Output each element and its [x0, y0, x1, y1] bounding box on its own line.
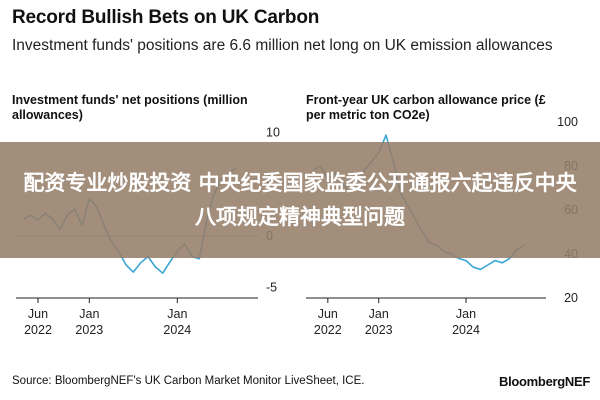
right-panel-title: Front-year UK carbon allowance price (£ …	[306, 93, 546, 122]
chart-subtitle: Investment funds' positions are 6.6 mill…	[12, 37, 553, 54]
right-x-tick-label: Jan 2024	[452, 307, 480, 337]
left-y-tick-label: -5	[266, 281, 277, 295]
left-y-tick-label: 10	[266, 125, 280, 139]
right-y-tick-label: 100	[557, 115, 578, 129]
overlay-banner-text: 配资专业炒股投资 中央纪委国家监委公开通报六起违反中央八项规定精神典型问题	[23, 171, 577, 229]
left-x-tick-label: Jan 2024	[163, 307, 191, 337]
left-x-tick-label: Jun 2022	[24, 307, 52, 337]
overlay-banner: 配资专业炒股投资 中央纪委国家监委公开通报六起违反中央八项规定精神典型问题	[0, 142, 600, 258]
left-x-tick-label: Jan 2023	[75, 307, 103, 337]
right-y-tick-label: 20	[564, 291, 578, 305]
left-panel-title: Investment funds' net positions (million…	[12, 93, 248, 122]
source-note: Source: BloombergNEF's UK Carbon Market …	[12, 375, 365, 387]
right-x-tick-label: Jan 2023	[365, 307, 393, 337]
brand-logo: BloombergNEF	[498, 374, 590, 389]
right-x-tick-label: Jun 2022	[314, 307, 342, 337]
chart-title: Record Bullish Bets on UK Carbon	[12, 7, 320, 28]
